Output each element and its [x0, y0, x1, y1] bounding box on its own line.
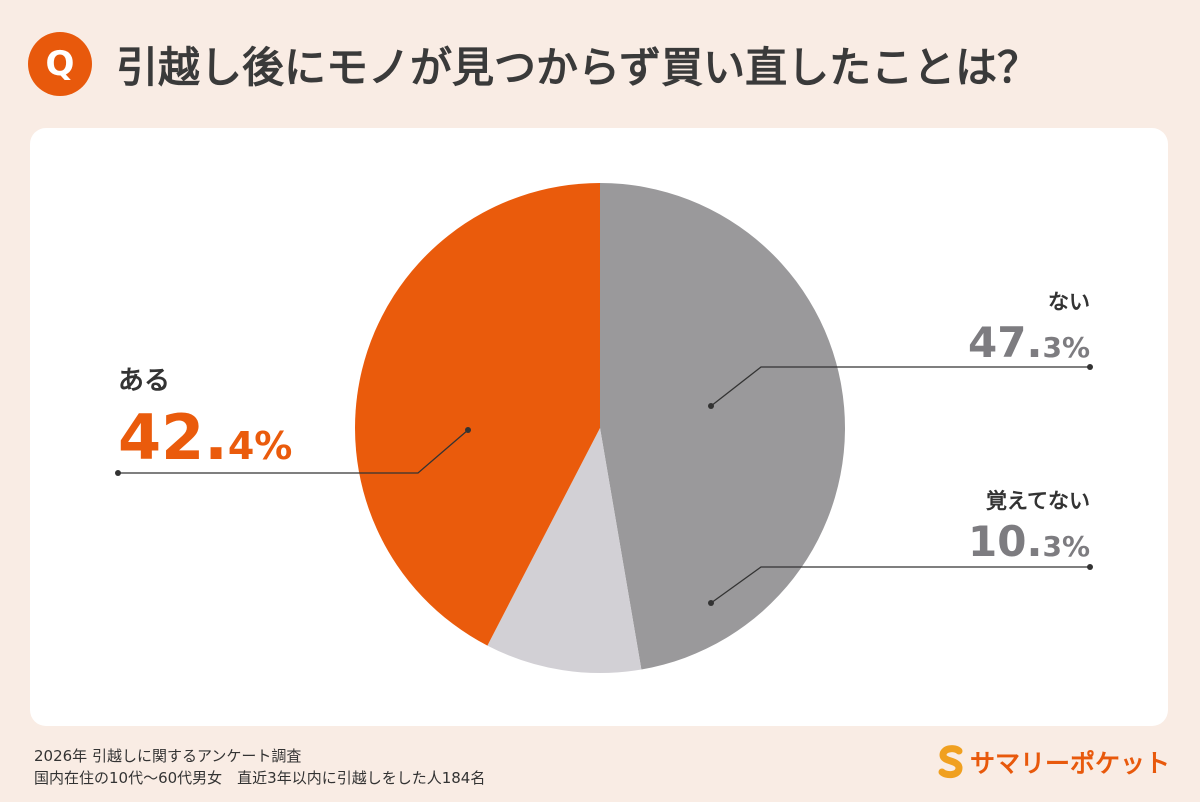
footer-line-1: 2026年 引越しに関するアンケート調査 [34, 747, 302, 765]
slice-value-nai: 47.3% [968, 318, 1090, 367]
leader-line-oboetenai-anchor-dot [708, 600, 714, 606]
label-oboetenai: 覚えてない 10.3% [968, 485, 1090, 563]
leader-line-aru-end-dot [115, 470, 121, 476]
footer-note: 2026年 引越しに関するアンケート調査 国内在住の10代～60代男女 直近3年… [34, 745, 485, 789]
header: Q 引越し後にモノが見つからず買い直したことは？ [28, 28, 1039, 100]
leader-line-aru [118, 429, 469, 474]
label-aru: ある 42.4% [118, 360, 292, 469]
leader-line-oboetenai-end-dot [1087, 564, 1093, 570]
leader-line-oboetenai [710, 566, 1090, 604]
slice-label-oboetenai: 覚えてない [986, 489, 1090, 513]
s-logo-icon [938, 745, 963, 779]
footer-line-2: 国内在住の10代～60代男女 直近3年以内に引越しをした人184名 [34, 769, 486, 787]
page-title: 引越し後にモノが見つからず買い直したことは？ [116, 42, 1040, 92]
slice-nai [600, 183, 845, 670]
leader-line-nai-anchor-dot [708, 403, 714, 409]
slice-oboetenai [487, 428, 642, 673]
label-nai: ない 47.3% [968, 286, 1090, 364]
pie-chart [115, 183, 1093, 673]
leader-line-nai [710, 366, 1090, 407]
leader-line-nai-end-dot [1087, 364, 1093, 370]
brand-logo: サマリーポケット [938, 744, 1170, 780]
slice-label-nai: ない [1048, 290, 1090, 314]
slice-value-aru: 42.4% [118, 401, 293, 474]
slice-aru [354, 183, 600, 646]
slice-value-oboetenai: 10.3% [968, 517, 1090, 566]
q-badge: Q [28, 32, 92, 96]
slice-label-aru: ある [118, 366, 171, 396]
chart-card: ある 42.4% ない 47.3% 覚えてない 10.3% [30, 128, 1168, 726]
brand-name: サマリーポケット [969, 749, 1170, 778]
leader-line-aru-anchor-dot [465, 427, 471, 433]
